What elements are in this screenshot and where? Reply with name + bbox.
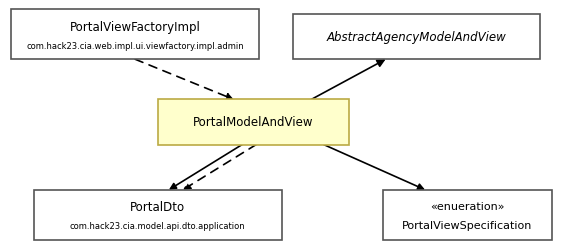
Text: PortalViewSpecification: PortalViewSpecification [402, 220, 533, 230]
FancyBboxPatch shape [383, 190, 552, 240]
Text: AbstractAgencyModelAndView: AbstractAgencyModelAndView [327, 31, 507, 44]
Text: com.hack23.cia.web.impl.ui.viewfactory.impl.admin: com.hack23.cia.web.impl.ui.viewfactory.i… [26, 42, 244, 50]
FancyBboxPatch shape [158, 100, 349, 145]
FancyBboxPatch shape [293, 15, 540, 60]
Text: «enueration»: «enueration» [430, 201, 504, 211]
FancyBboxPatch shape [34, 190, 282, 240]
Text: PortalDto: PortalDto [130, 200, 185, 213]
Text: PortalViewFactoryImpl: PortalViewFactoryImpl [70, 20, 200, 34]
FancyBboxPatch shape [11, 10, 259, 60]
Text: com.hack23.cia.model.api.dto.application: com.hack23.cia.model.api.dto.application [70, 222, 245, 230]
Text: PortalModelAndView: PortalModelAndView [193, 116, 314, 129]
